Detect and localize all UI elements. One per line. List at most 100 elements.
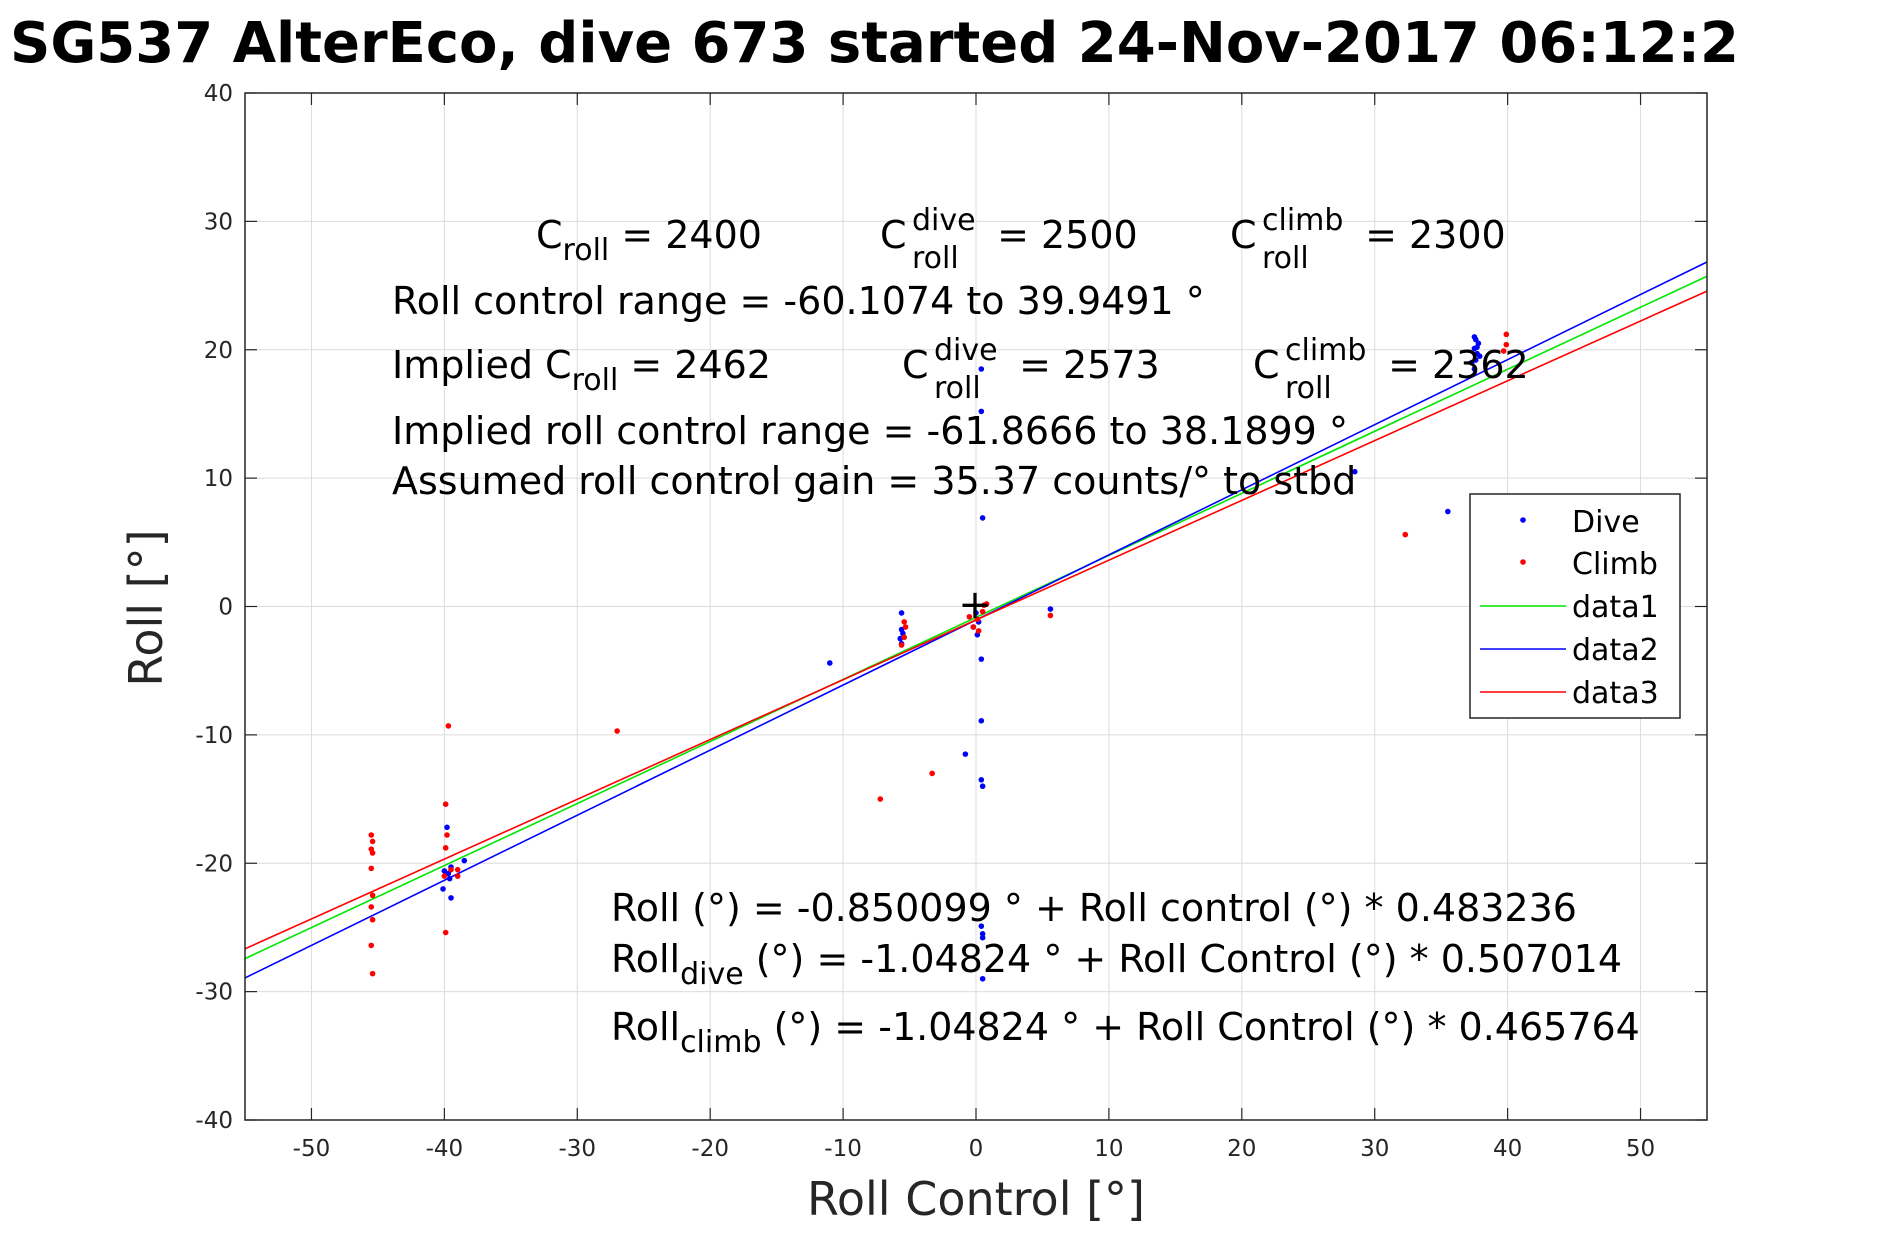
y-tick-label: 20 [204, 338, 233, 364]
climb-point [369, 916, 376, 923]
climb-point [929, 770, 935, 777]
climb-point [445, 723, 452, 729]
x-tick-label: 0 [969, 1136, 984, 1162]
climb-point [369, 970, 376, 977]
climb-point [442, 929, 449, 936]
center-marker: + [958, 582, 992, 628]
y-tick-label: 40 [204, 81, 233, 107]
climb-point [901, 619, 908, 625]
y-tick-label: -10 [195, 723, 233, 749]
x-tick-label: -20 [691, 1136, 729, 1162]
climb-point [970, 624, 977, 630]
dive-point [978, 717, 985, 724]
dive-point [446, 875, 453, 882]
x-tick-label: 50 [1626, 1136, 1655, 1162]
climb-point [877, 796, 884, 802]
legend-label-data2: data2 [1572, 633, 1659, 668]
climb-point [1402, 531, 1409, 538]
dive-point [1472, 357, 1479, 363]
dive-point [441, 868, 448, 874]
roll-control-range-annotation: Roll control range = -60.1074 to 39.9491… [392, 279, 1205, 323]
dive-point [1476, 353, 1483, 359]
climb-point [368, 904, 375, 910]
legend-label-data1: data1 [1572, 590, 1659, 625]
y-tick-label: 0 [218, 595, 233, 621]
climb-point [442, 801, 449, 807]
legend-label-dive: Dive [1572, 505, 1640, 540]
climb-point [975, 628, 982, 634]
dive-point [1351, 468, 1358, 475]
climb-point [454, 873, 461, 879]
dive-point [440, 886, 446, 892]
legend-label-data3: data3 [1572, 676, 1659, 711]
dive-point [448, 895, 454, 901]
dive-point [979, 515, 986, 521]
climb-point [369, 838, 376, 845]
climb-point [369, 850, 376, 856]
dive-point [1474, 344, 1480, 350]
dive-point [827, 660, 833, 666]
climb-point [454, 866, 461, 873]
x-tick-label: -40 [426, 1136, 464, 1162]
dive-point [979, 931, 986, 937]
climb-point [979, 608, 986, 615]
dive-point [979, 934, 986, 941]
legend: Dive Climb data1 data2 data3 [1469, 493, 1681, 719]
climb-point [442, 845, 449, 851]
x-tick-label: -50 [293, 1136, 331, 1162]
legend-label-climb: Climb [1572, 547, 1658, 582]
gain-annotation: Assumed roll control gain = 35.37 counts… [392, 459, 1356, 503]
y-tick-label: -40 [195, 1108, 233, 1134]
implied-c-roll-annotation: Implied Croll = 2462 [392, 343, 771, 398]
climb-point [1500, 348, 1507, 354]
dive-point [979, 975, 986, 982]
climb-point [369, 892, 376, 899]
climb-point [368, 942, 375, 949]
x-tick-label: 40 [1493, 1136, 1522, 1162]
climb-point [1047, 612, 1054, 619]
implied-range-annotation: Implied roll control range = -61.8666 to… [392, 409, 1348, 453]
dive-point [444, 824, 450, 831]
dive-point [973, 610, 979, 616]
dive-point [978, 408, 985, 415]
y-tick-label: -30 [195, 980, 233, 1006]
climb-point [448, 866, 454, 873]
c-roll-annotation: Croll = 2400 [536, 213, 762, 268]
climb-point [441, 873, 448, 879]
climb-point [1503, 341, 1510, 348]
y-tick-label: 10 [204, 466, 233, 492]
dive-point [978, 656, 985, 662]
dive-point [1468, 359, 1475, 366]
dive-point [979, 783, 986, 790]
climb-point [901, 634, 908, 641]
dive-point [461, 857, 468, 864]
climb-point [898, 642, 905, 648]
climb-point [444, 832, 450, 838]
x-tick-label: 30 [1360, 1136, 1389, 1162]
dive-point [978, 777, 985, 783]
dive-point [1445, 508, 1451, 515]
legend-marker-dive [1520, 517, 1526, 523]
fit-climb-equation-annotation: Rollclimb (°) = -1.04824 ° + Roll Contro… [611, 1005, 1640, 1060]
climb-point [614, 728, 620, 734]
x-tick-label: -30 [558, 1136, 596, 1162]
chart-title: SG537 AlterEco, dive 673 started 24-Nov-… [10, 11, 1739, 76]
dive-point [978, 366, 985, 372]
x-tick-label: 20 [1227, 1136, 1256, 1162]
dive-point [898, 610, 905, 616]
dive-point [1047, 606, 1054, 612]
climb-point [966, 613, 973, 620]
climb-point [902, 624, 909, 630]
data-points [368, 331, 1510, 982]
dive-point [962, 751, 969, 757]
axis-ticks: -50 -40 -30 -20 -10 0 10 20 30 40 50 -40 -30 -20 -10 0 1… [195, 81, 1707, 1162]
dive-point [1471, 334, 1478, 340]
climb-point [974, 616, 981, 623]
x-tick-label: 10 [1094, 1136, 1123, 1162]
y-tick-label: 30 [204, 209, 233, 235]
